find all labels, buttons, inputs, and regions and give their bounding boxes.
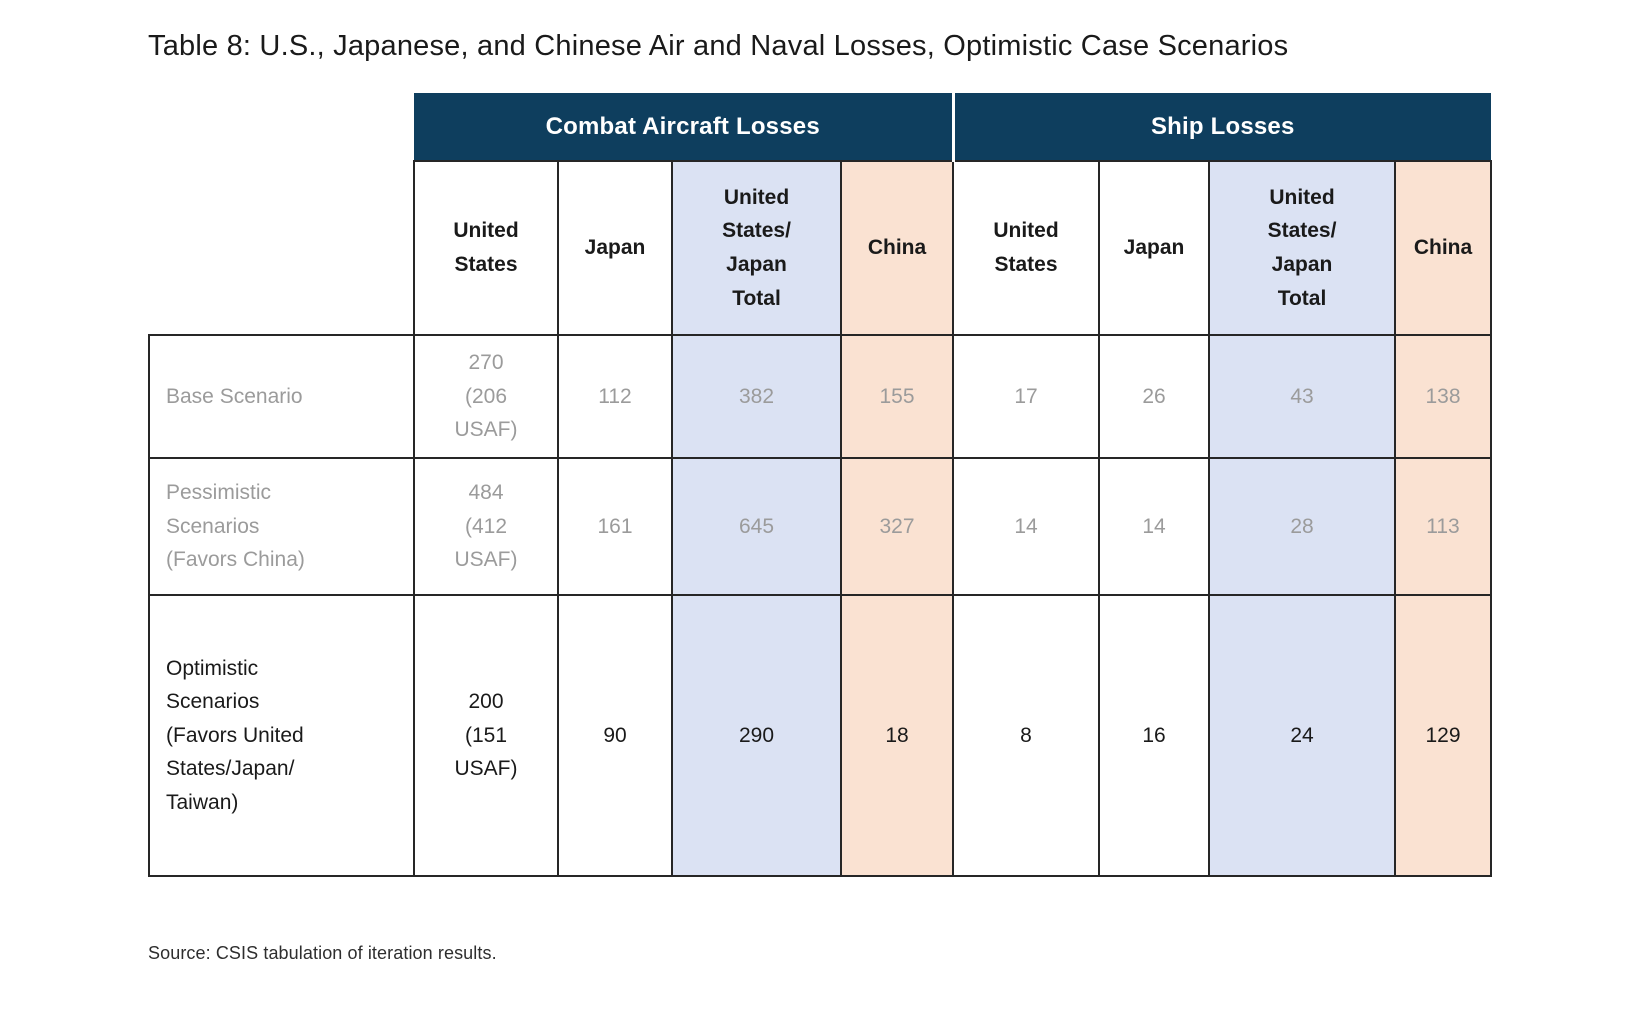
table-cell: 270 (206 USAF) [413, 334, 559, 459]
table-cell: 26 [1098, 334, 1210, 459]
table-cell: 8 [952, 594, 1100, 877]
table-cell: 17 [952, 334, 1100, 459]
table-cell: 382 [671, 334, 842, 459]
column-header-ships-japan: Japan [1098, 160, 1210, 336]
table-cell: 645 [671, 457, 842, 596]
table-cell: 161 [557, 457, 673, 596]
column-header-ships-us-japan-total: United States/ Japan Total [1208, 160, 1396, 336]
page: Table 8: U.S., Japanese, and Chinese Air… [148, 30, 1492, 963]
row-label-base-scenario: Base Scenario [148, 334, 415, 459]
losses-table: Combat Aircraft Losses Ship Losses Unite… [148, 93, 1492, 877]
column-header-aircraft-china: China [840, 160, 954, 336]
column-header-ships-china: China [1394, 160, 1492, 336]
column-header-aircraft-united-states: United States [413, 160, 559, 336]
table-cell: 155 [840, 334, 954, 459]
table-cell: 138 [1394, 334, 1492, 459]
group-header-combat-aircraft-losses: Combat Aircraft Losses [414, 93, 953, 161]
column-header-aircraft-us-japan-total: United States/ Japan Total [671, 160, 842, 336]
table-title: Table 8: U.S., Japanese, and Chinese Air… [148, 30, 1289, 62]
table-cell: 484 (412 USAF) [413, 457, 559, 596]
table-cell: 200 (151 USAF) [413, 594, 559, 877]
table-cell: 113 [1394, 457, 1492, 596]
table-cell: 290 [671, 594, 842, 877]
source-note: Source: CSIS tabulation of iteration res… [148, 943, 497, 963]
table-cell: 43 [1208, 334, 1396, 459]
table-cell: 16 [1098, 594, 1210, 877]
table-cell: 14 [952, 457, 1100, 596]
column-header-ships-united-states: United States [952, 160, 1100, 336]
table-cell: 90 [557, 594, 673, 877]
table-row-optimistic-scenarios: Optimistic Scenarios (Favors United Stat… [148, 594, 1492, 877]
table-cell: 129 [1394, 594, 1492, 877]
table-row-base-scenario: Base Scenario 270 (206 USAF) 112 382 155… [148, 334, 1492, 459]
group-header-ship-losses: Ship Losses [951, 93, 1491, 161]
row-label-optimistic-scenarios: Optimistic Scenarios (Favors United Stat… [148, 594, 415, 877]
table-cell: 18 [840, 594, 954, 877]
corner-cell [149, 93, 414, 161]
table-cell: 112 [557, 334, 673, 459]
table-row-pessimistic-scenarios: Pessimistic Scenarios (Favors China) 484… [148, 457, 1492, 596]
table-cell: 14 [1098, 457, 1210, 596]
table-cell: 28 [1208, 457, 1396, 596]
column-header-aircraft-japan: Japan [557, 160, 673, 336]
column-header-row: United States Japan United States/ Japan… [149, 160, 1492, 336]
group-header-row: Combat Aircraft Losses Ship Losses [149, 93, 1491, 161]
corner-cell [149, 161, 414, 335]
table-cell: 24 [1208, 594, 1396, 877]
row-label-pessimistic-scenarios: Pessimistic Scenarios (Favors China) [148, 457, 415, 596]
table-cell: 327 [840, 457, 954, 596]
